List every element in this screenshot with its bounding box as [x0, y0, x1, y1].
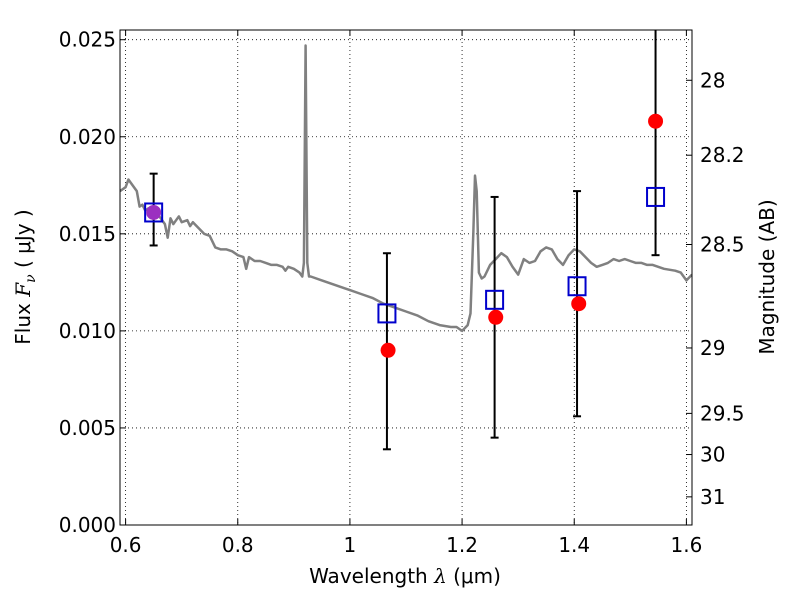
spectrum-line	[120, 44, 692, 333]
y-tick-label: 0.020	[59, 125, 116, 149]
y-tick-label: 0.005	[59, 416, 116, 440]
right-axis-label: Magnitude (AB)	[755, 199, 779, 354]
y2-tick-label: 28	[700, 68, 725, 92]
axis-ticks: 0.6 0.8 1 1.2 1.4 1.6 0.000 0.005 0.010 0.015 0.02…	[59, 28, 745, 557]
y-axis-label-text: Flux	[11, 303, 35, 345]
x-tick-label: 0.6	[110, 533, 142, 557]
open-square-marker	[377, 303, 397, 324]
filled-circle-marker	[380, 342, 396, 358]
y2-tick-label: 28.2	[700, 143, 745, 167]
photometry-markers	[144, 30, 666, 451]
y-axis-label-unit: ( μJy )	[11, 209, 35, 268]
y-tick-label: 0.000	[59, 513, 116, 537]
y2-tick-label: 29.5	[700, 401, 745, 425]
model-spectrum	[120, 44, 692, 333]
y-tick-label: 0.025	[59, 28, 116, 52]
open-square-marker	[485, 289, 505, 310]
filled-circle-marker	[571, 296, 587, 312]
open-square-marker	[567, 276, 587, 297]
y2-tick-label: 30	[700, 443, 725, 467]
x-tick-label: 0.8	[222, 533, 254, 557]
filled-circle-marker	[648, 113, 664, 129]
y-tick-label: 0.010	[59, 319, 116, 343]
x-tick-label: 1.2	[446, 533, 478, 557]
grid-lines	[120, 30, 692, 526]
filled-circle-marker	[488, 309, 504, 325]
y-axis-label-subscript: ν	[23, 274, 39, 283]
x-tick-label: 1.6	[670, 533, 702, 557]
x-axis-label-text: Wavelength	[309, 564, 428, 588]
axis-labels: Wavelength λ (μm) Flux Fν ( μJy ) Magnit…	[11, 199, 779, 588]
y2-tick-label: 28.5	[700, 233, 745, 257]
plot-frame	[119, 29, 693, 526]
y2-tick-label: 29	[700, 336, 725, 360]
x-axis-label: Wavelength λ (μm)	[309, 564, 501, 588]
x-tick-label: 1	[344, 533, 357, 557]
y2-tick-label: 31	[700, 485, 725, 509]
y-axis-label: Flux Fν ( μJy )	[11, 209, 39, 344]
x-tick-label: 1.4	[558, 533, 590, 557]
filled-circle-marker	[146, 204, 162, 220]
y-tick-label: 0.015	[59, 222, 116, 246]
open-square-marker	[144, 202, 164, 223]
x-axis-label-symbol: λ	[433, 564, 447, 588]
open-square-marker	[646, 186, 666, 207]
y-axis-label-symbol: F	[11, 282, 35, 298]
x-axis-label-unit: (μm)	[453, 564, 501, 588]
